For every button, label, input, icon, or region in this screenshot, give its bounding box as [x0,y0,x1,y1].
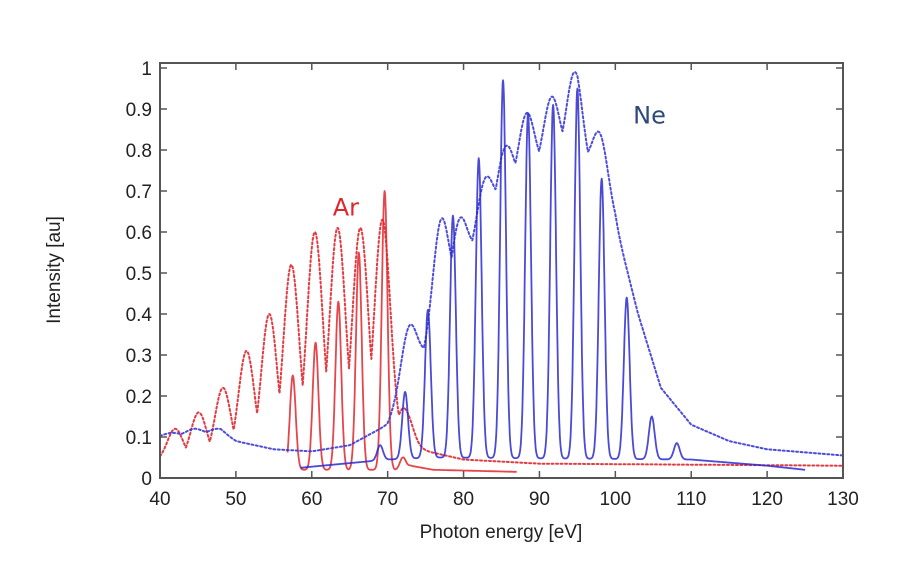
x-tick-label: 80 [453,489,474,510]
series-line-ar-dotted [160,218,843,467]
x-tick-label: 120 [751,489,783,510]
x-tick-label: 40 [149,489,170,510]
y-tick-label: 0.1 [126,428,152,449]
y-tick-label: 1 [141,59,152,80]
x-tick-label: 100 [599,489,631,510]
x-tick-label: 70 [377,489,398,510]
y-tick-label: 0 [141,469,152,490]
x-tick-label: 60 [301,489,322,510]
y-tick-label: 0.9 [126,100,152,121]
x-axis-title: Photon energy [eV] [420,522,583,543]
x-tick-label: 90 [529,489,550,510]
annotation-ne: Ne [633,101,666,129]
y-tick-label: 0.2 [126,387,152,408]
series-line-ne-solid [299,79,806,471]
y-tick-label: 0.5 [126,264,152,285]
y-tick-label: 0.7 [126,182,152,203]
x-tick-label: 130 [827,489,859,510]
series-line-ar-solid [286,190,518,473]
y-tick-label: 0.8 [126,141,152,162]
y-tick-label: 0.3 [126,346,152,367]
y-tick-label: 0.4 [126,305,153,326]
annotation-ar: Ar [333,194,359,222]
plot-frame [159,62,844,479]
y-axis-title: Intensity [au] [44,216,65,324]
x-tick-label: 110 [676,489,706,510]
y-tick-label: 0.6 [126,223,152,244]
x-tick-label: 50 [225,489,246,510]
